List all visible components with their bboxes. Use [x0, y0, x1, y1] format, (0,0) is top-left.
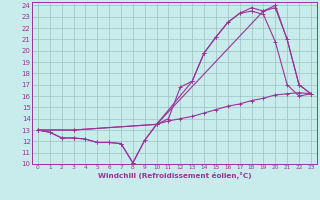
- X-axis label: Windchill (Refroidissement éolien,°C): Windchill (Refroidissement éolien,°C): [98, 172, 251, 179]
